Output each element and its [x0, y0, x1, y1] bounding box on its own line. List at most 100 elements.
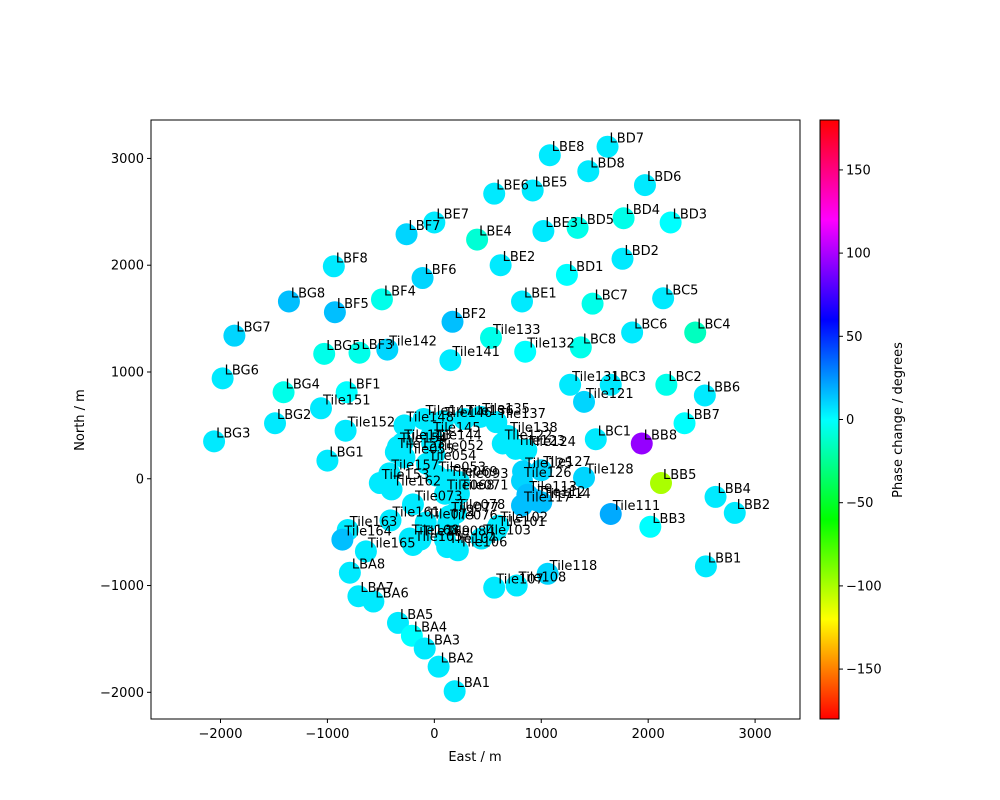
station-point [470, 527, 493, 550]
station-point [584, 428, 607, 451]
station-point [362, 590, 385, 613]
station-point [453, 407, 476, 430]
station-label: Tile146 [444, 406, 493, 421]
station-point [480, 326, 503, 349]
station-label: Tile142 [388, 335, 437, 350]
y-axis-label: North / m [73, 389, 88, 451]
station-point [446, 539, 469, 562]
station-label: Tile138 [509, 421, 558, 436]
station-label: Tile084 [446, 525, 495, 540]
station-label: Tile132 [526, 337, 575, 352]
station-point [599, 373, 622, 396]
station-label: Tile114 [542, 487, 591, 502]
station-label: Tile054 [428, 449, 477, 464]
station-label: LBG2 [277, 408, 311, 423]
station-label: LBA6 [375, 587, 408, 602]
x-axis-label: East / m [448, 750, 501, 765]
station-label: Tile117 [523, 490, 572, 505]
station-label: LBA3 [427, 634, 460, 649]
station-point [555, 263, 578, 286]
station-label: Tile128 [585, 463, 634, 478]
station-point [694, 555, 717, 578]
station-label: Tile131 [571, 370, 620, 385]
colorbar-tick-label: 150 [846, 163, 871, 178]
station-label: Tile136 [465, 404, 514, 419]
x-tick-label: 1000 [525, 727, 558, 742]
station-point [412, 407, 435, 430]
station-point [536, 562, 559, 585]
station-label: Tile124 [527, 435, 576, 450]
station-point [354, 540, 377, 563]
station-label: LBD6 [647, 170, 681, 185]
station-point [521, 179, 544, 202]
station-label: LBE6 [496, 179, 529, 194]
station-label: LBC1 [598, 424, 631, 439]
station-label: Tile121 [585, 387, 634, 402]
station-point [723, 501, 746, 524]
station-point [414, 511, 437, 534]
station-label: Tile135 [481, 402, 530, 417]
station-label: LBD8 [590, 156, 624, 171]
station-point [211, 367, 234, 390]
station-label: Tile123 [517, 434, 566, 449]
station-label: LBF5 [337, 297, 369, 312]
station-label: Tile102 [499, 511, 548, 526]
station-label: Tile074 [427, 508, 476, 523]
station-label: LBF3 [361, 338, 393, 353]
station-label: LBC3 [613, 370, 646, 385]
station-label: Tile144 [433, 429, 482, 444]
station-label: Tile161 [391, 505, 440, 520]
station-point [569, 336, 592, 359]
y-axis-ticks: −2000 −1000 0 1000 2000 3000 [100, 152, 151, 701]
station-label: Tile106 [459, 535, 508, 550]
x-tick-label: 2000 [632, 727, 665, 742]
colorbar-label: Phase change / degrees [891, 342, 906, 498]
station-point [612, 207, 635, 230]
station-label: LBC5 [665, 283, 698, 298]
station-label: LBG1 [329, 446, 363, 461]
station-point [505, 574, 528, 597]
station-label: LBA5 [400, 608, 433, 623]
x-tick-label: 0 [430, 727, 438, 742]
station-label: Tile071 [460, 479, 509, 494]
station-label: LBE1 [524, 287, 557, 302]
station-point [652, 287, 675, 310]
station-label: LBA2 [441, 652, 474, 667]
station-label: Tile078 [457, 498, 506, 513]
station-label: LBB6 [707, 380, 740, 395]
station-point [203, 430, 226, 453]
station-label: LBB2 [737, 498, 770, 513]
station-point [483, 576, 506, 599]
station-point [413, 637, 436, 660]
station-label: LBG7 [236, 321, 270, 336]
station-point [530, 459, 553, 482]
station-label: Tile137 [497, 407, 546, 422]
station-label: LBE5 [535, 175, 568, 190]
colorbar-tick-label: −100 [846, 579, 882, 594]
station-point [379, 509, 402, 532]
station-label: LBC7 [595, 289, 628, 304]
station-label: Tile112 [537, 485, 586, 500]
station-point [386, 611, 409, 634]
y-tick-label: −1000 [100, 579, 144, 594]
station-point [596, 135, 619, 158]
colorbar-tick-label: 50 [846, 330, 863, 345]
station-point [483, 182, 506, 205]
station-label: LBF4 [384, 284, 416, 299]
colorbar-tick-label: −150 [846, 663, 882, 678]
station-label: Tile126 [523, 466, 572, 481]
station-label: Tile165 [367, 536, 416, 551]
station-point [443, 680, 466, 703]
station-label: Tile154 [399, 432, 448, 447]
station-label: LBD4 [626, 203, 660, 218]
station-point [611, 247, 634, 270]
station-label: Tile141 [451, 345, 500, 360]
station-point [538, 144, 561, 167]
station-label: Tile163 [349, 515, 398, 530]
station-label: LBB8 [644, 429, 677, 444]
station-label: LBE8 [552, 140, 585, 155]
station-label: LBF7 [409, 219, 441, 234]
station-label: Tile143 [403, 429, 452, 444]
station-label: Tile162 [393, 474, 442, 489]
